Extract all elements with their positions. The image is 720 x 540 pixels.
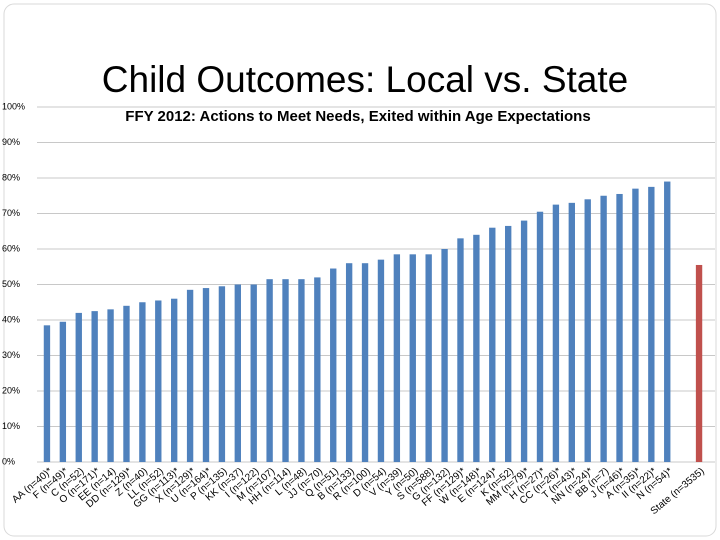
bar [330,268,337,462]
y-tick-label: 40% [2,314,20,324]
bar [186,289,194,462]
bar [139,302,146,462]
bar [298,279,305,462]
chart-title: Child Outcomes: Local vs. State [102,59,628,100]
bar [409,254,416,462]
bar [282,279,289,462]
bar [123,305,130,462]
bar [457,238,464,462]
y-tick-label: 60% [2,243,20,253]
y-tick-label: 100% [2,101,25,111]
bar [473,234,480,462]
bar [568,202,575,462]
bar [155,300,162,462]
y-tick-label: 0% [2,456,15,466]
bar [616,193,623,462]
bar [361,263,369,462]
bar [345,263,353,462]
bar [695,264,703,462]
bar [202,288,210,462]
bar [91,311,98,462]
bar [520,220,528,462]
bar [489,227,496,462]
bar [234,284,241,462]
bar [552,204,560,462]
slide-frame [3,3,717,537]
bar [425,254,432,462]
bar [664,181,671,463]
bar [505,225,512,462]
bar [59,321,67,462]
y-tick-label: 50% [2,279,20,289]
bar [536,211,544,462]
bar [377,259,385,462]
bar [266,279,273,462]
bar [171,298,178,462]
y-tick-label: 30% [2,350,20,360]
y-tick-label: 80% [2,172,20,182]
y-tick-label: 20% [2,385,20,395]
bar [218,286,226,462]
bar [600,195,607,462]
chart-subtitle: FFY 2012: Actions to Meet Needs, Exited … [125,108,590,125]
bar [393,254,401,462]
bar [250,284,257,462]
bar [648,186,655,462]
y-tick-label: 90% [2,137,20,147]
bar [314,277,321,462]
bar [75,312,82,462]
y-tick-label: 70% [2,208,20,218]
bar [441,249,448,462]
bar [632,188,639,462]
bar [43,325,51,462]
bar [584,199,591,463]
bar [107,309,114,462]
y-tick-label: 10% [2,421,20,431]
